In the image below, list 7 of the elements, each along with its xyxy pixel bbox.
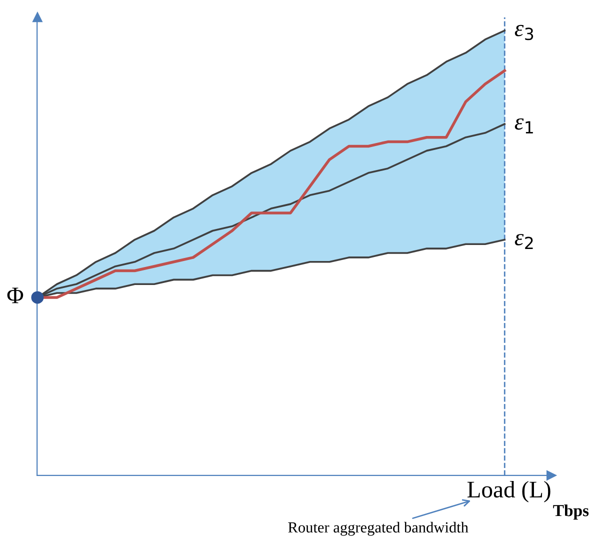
text: Router aggregated bandwidth — [288, 522, 468, 536]
series-label: ε$_{3}$ — [514, 24, 534, 40]
series-label: ε$_{1}$ — [514, 118, 533, 134]
series-label: ε$_{2}$ — [514, 234, 533, 249]
text: Φ — [7, 288, 24, 304]
text: Tbps — [553, 504, 589, 520]
x-axis-title: Load (L) — [467, 480, 550, 502]
